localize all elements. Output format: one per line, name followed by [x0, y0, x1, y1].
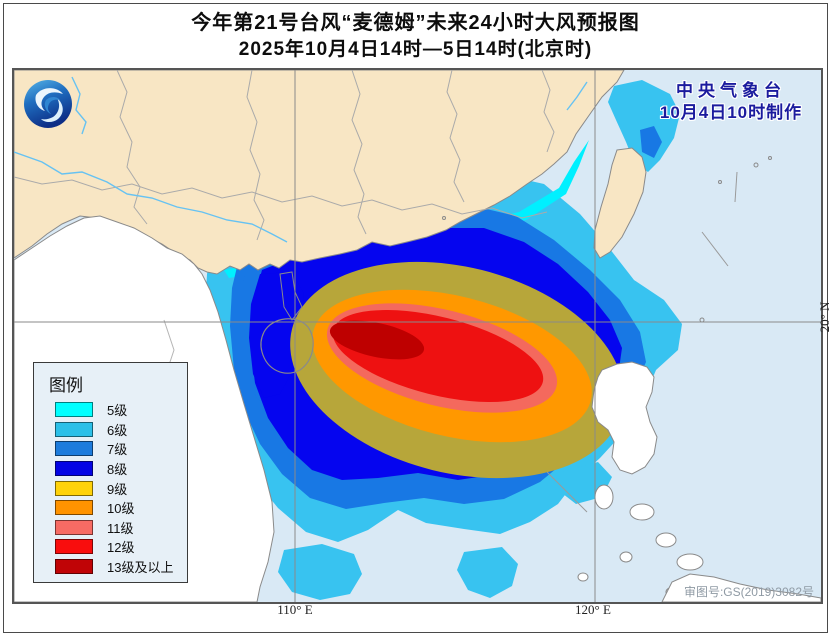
legend-swatch	[55, 460, 93, 476]
legend-label: 10级	[107, 501, 135, 517]
wind-area-level13	[329, 320, 425, 360]
legend-item: 9级	[47, 478, 181, 498]
luzon-island	[591, 361, 658, 475]
lon-tick-120e: 120° E	[575, 602, 611, 617]
legend-label: 12级	[107, 540, 135, 556]
legend-label: 13级及以上	[107, 559, 174, 575]
legend-item: 13级及以上	[47, 557, 181, 577]
legend-swatch	[55, 539, 93, 555]
legend-swatch	[55, 421, 93, 437]
hainan-outline	[260, 318, 314, 374]
province-borders	[14, 70, 555, 241]
legend-item: 11级	[47, 517, 181, 537]
legend-label: 8级	[107, 461, 128, 477]
legend-label: 6级	[107, 422, 128, 438]
legend-swatch	[55, 402, 93, 418]
agency-name: 中央气象台	[676, 81, 786, 100]
legend-swatch	[55, 500, 93, 516]
wind-area-level8-gulf	[249, 272, 304, 398]
map-subtitle-daterange: 2025年10月4日14时—5日14时(北京时)	[238, 39, 593, 60]
legend-label: 9级	[107, 481, 128, 497]
rivers	[14, 76, 588, 271]
wind-patch-south-b	[457, 547, 518, 598]
lon-tick-110e: 110° E	[277, 602, 313, 617]
map-license-number: 审图号:GS(2019)3082号	[683, 585, 814, 599]
legend-item: 8级	[47, 459, 181, 479]
wind-patch-south-a	[278, 544, 362, 600]
lat-tick-20n: 20° N	[817, 301, 831, 333]
title-block: 今年第21号台风“麦德姆”未来24小时大风预报图 2025年10月4日14时—5…	[0, 10, 831, 62]
graticule	[14, 70, 821, 602]
legend-swatch	[55, 558, 93, 574]
agency-issue-time: 10月4日10时制作	[659, 103, 803, 122]
legend-label: 5级	[107, 403, 128, 419]
legend-swatch	[55, 519, 93, 535]
wind-patch-ne-taiwan	[608, 80, 680, 172]
legend-item: 12级	[47, 537, 181, 557]
legend-item: 7级	[47, 439, 181, 459]
legend-item: 5级	[47, 400, 181, 420]
borneo-corner-land	[661, 573, 821, 602]
cma-logo-icon	[24, 80, 72, 128]
taiwan-island	[593, 147, 647, 259]
boundary-dashes	[546, 171, 738, 513]
legend-item: 6级	[47, 420, 181, 440]
wind-spot-level7-ne-taiwan	[640, 126, 662, 158]
legend-title: 图例	[49, 376, 83, 395]
legend-label: 11级	[107, 520, 134, 536]
legend-item: 10级	[47, 498, 181, 518]
legend: 图例 5级 6级 7级 8级 9级 10级 11级	[33, 362, 188, 583]
legend-label: 7级	[107, 442, 128, 458]
map-title: 今年第21号台风“麦德姆”未来24小时大风预报图	[191, 12, 640, 34]
legend-swatch	[55, 480, 93, 496]
legend-swatch	[55, 441, 93, 457]
leizhou-outline	[279, 271, 303, 321]
agency-block: 中央气象台 10月4日10时制作	[636, 80, 826, 124]
